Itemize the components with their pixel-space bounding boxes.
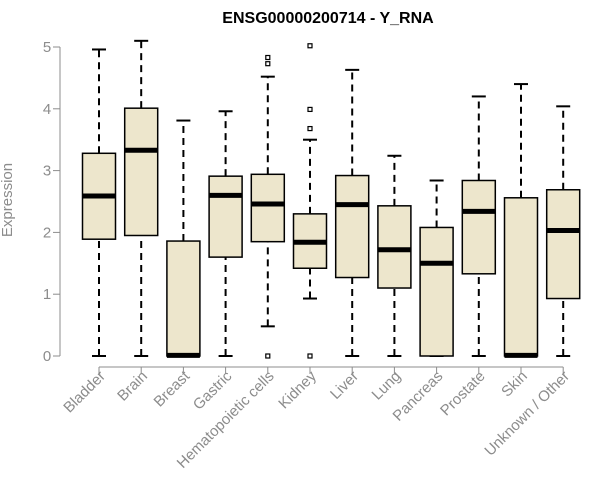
outlier-point (265, 353, 271, 359)
outlier-point (265, 54, 271, 61)
x-tick-label: Liver (327, 368, 362, 403)
box-iqr (208, 175, 243, 258)
box-skin (503, 83, 539, 358)
box-unknown-other (545, 105, 581, 357)
box-lung (377, 154, 412, 357)
y-tick-label: 0 (43, 348, 51, 365)
box-liver (334, 68, 370, 357)
outlier-point (307, 43, 313, 49)
box-brain (123, 39, 159, 357)
box-bladder (81, 48, 117, 357)
box-iqr (545, 189, 581, 300)
y-axis-label: Expression (0, 163, 16, 237)
x-tick-label: Kidney (275, 367, 320, 412)
y-tick-label: 5 (43, 39, 51, 56)
x-tick-label: Skin (498, 368, 531, 401)
x-tick-label: Breast (151, 367, 194, 410)
y-tick-label: 3 (43, 163, 51, 180)
box-iqr (166, 240, 201, 357)
box-iqr (461, 179, 497, 275)
box-breast (166, 119, 201, 358)
box-iqr (377, 205, 412, 289)
x-tick-label: Bladder (60, 368, 109, 417)
box-gastric (208, 110, 243, 357)
box-iqr (250, 173, 286, 243)
box-prostate (461, 95, 497, 357)
y-tick-label: 1 (43, 286, 51, 303)
box-iqr (123, 107, 159, 237)
y-tick-label: 2 (43, 224, 51, 241)
outlier-point (307, 106, 313, 113)
chart-title: ENSG00000200714 - Y_RNA (222, 10, 434, 27)
box-iqr (503, 197, 539, 357)
box-iqr (334, 174, 370, 279)
box-pancreas (419, 179, 454, 357)
box-series (81, 39, 581, 359)
outlier-point (265, 61, 271, 67)
y-tick-label: 4 (43, 101, 51, 118)
y-axis: 0 1 2 3 4 5 (43, 39, 61, 365)
x-tick-label: Prostate (437, 368, 489, 420)
box-hematopoietic-cells (250, 54, 286, 359)
box-kidney (292, 43, 328, 359)
outlier-point (307, 353, 313, 359)
outlier-point (307, 125, 313, 132)
x-tick-label: Brain (114, 368, 151, 405)
box-iqr (419, 226, 454, 357)
x-tick-label: Lung (369, 368, 405, 404)
